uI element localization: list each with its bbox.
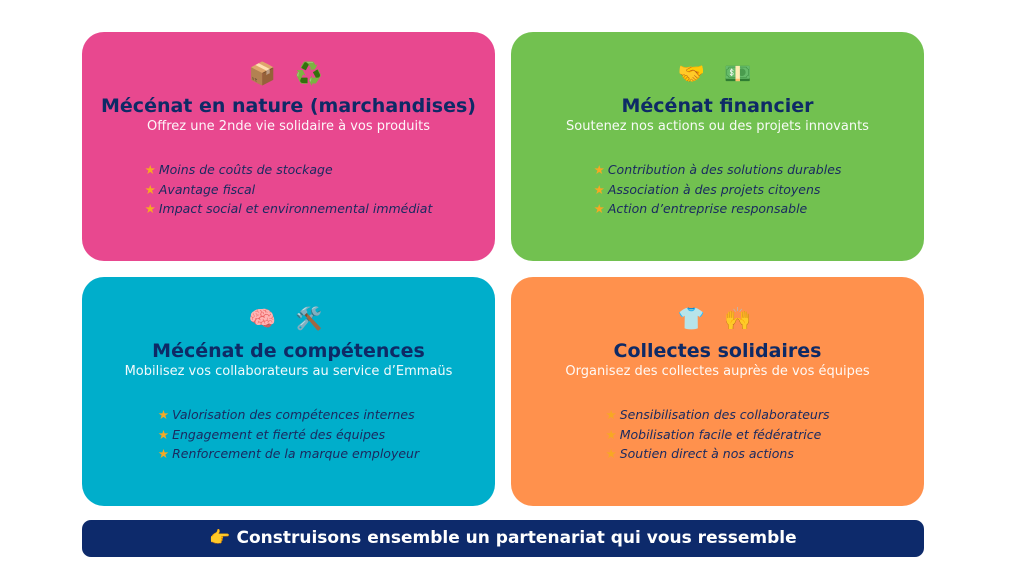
benefit-item: ★ Sensibilisation des collaborateurs: [606, 405, 830, 425]
pointing-hand-icon: 👉: [209, 528, 231, 548]
benefit-item: ★ Renforcement de la marque employeur: [158, 444, 419, 464]
card-emoji-icons: 👕 🙌: [677, 307, 758, 332]
benefit-item: ★ Engagement et fierté des équipes: [158, 425, 419, 445]
benefit-text: Impact social et environnemental immédia…: [158, 201, 433, 216]
benefit-text: Valorisation des compétences internes: [172, 407, 415, 422]
benefit-item: ★ Action d’entreprise responsable: [594, 199, 842, 219]
benefit-item: ★ Contribution à des solutions durables: [594, 160, 842, 180]
benefit-item: ★ Association à des projets citoyens: [594, 180, 842, 200]
benefit-text: Moins de coûts de stockage: [158, 162, 333, 177]
benefit-list: ★ Moins de coûts de stockage ★ Avantage fis…: [145, 160, 433, 219]
benefit-text: Sensibilisation des collaborateurs: [619, 407, 830, 422]
benefit-text: Soutien direct à nos actions: [619, 446, 794, 461]
benefit-item: ★ Moins de coûts de stockage: [145, 160, 433, 180]
star-icon: ★: [144, 201, 156, 216]
benefit-text: Association à des projets citoyens: [607, 181, 821, 197]
card-title: Mécénat en nature (marchandises): [101, 95, 476, 117]
star-icon: ★: [593, 181, 605, 197]
card-emoji-icons: 📦 ♻️: [248, 62, 329, 87]
star-icon: ★: [157, 426, 170, 442]
cta-banner: 👉 Construisons ensemble un partenariat q…: [82, 520, 924, 557]
benefit-list: ★ Contribution à des solutions durables ★ A…: [594, 160, 842, 219]
card-collectes-solidaires: 👕 🙌 Collectes solidaires Organisez des c…: [511, 277, 924, 506]
benefit-text: Mobilisation facile et fédératrice: [619, 426, 822, 442]
benefit-text: Renforcement de la marque employeur: [172, 446, 420, 461]
benefit-item: ★ Soutien direct à nos actions: [606, 444, 830, 464]
star-icon: ★: [605, 407, 617, 422]
card-subtitle: Offrez une 2nde vie solidaire à vos prod…: [147, 119, 430, 134]
star-icon: ★: [157, 446, 170, 461]
benefit-item: ★ Mobilisation facile et fédératrice: [606, 425, 830, 445]
card-subtitle: Organisez des collectes auprès de vos éq…: [565, 364, 870, 379]
star-icon: ★: [593, 162, 605, 177]
card-title: Collectes solidaires: [613, 340, 822, 362]
benefit-text: Action d’entreprise responsable: [607, 201, 808, 216]
card-mecenat-nature: 📦 ♻️ Mécénat en nature (marchandises) Of…: [82, 32, 495, 261]
star-icon: ★: [144, 181, 156, 197]
star-icon: ★: [593, 201, 605, 216]
star-icon: ★: [605, 446, 617, 461]
card-mecenat-competences: 🧠 🛠️ Mécénat de compétences Mobilisez vo…: [82, 277, 495, 506]
card-subtitle: Mobilisez vos collaborateurs au service …: [124, 364, 453, 379]
benefit-item: ★ Valorisation des compétences internes: [158, 405, 419, 425]
star-icon: ★: [605, 426, 617, 442]
banner-text: Construisons ensemble un partenariat qui…: [236, 528, 797, 548]
benefit-item: ★ Impact social et environnemental immédi…: [145, 199, 433, 219]
benefit-list: ★ Valorisation des compétences internes ★ E…: [158, 405, 419, 464]
card-title: Mécénat de compétences: [152, 340, 425, 362]
benefit-text: Engagement et fierté des équipes: [172, 426, 386, 442]
card-title: Mécénat financier: [621, 95, 814, 117]
benefit-text: Avantage fiscal: [158, 181, 256, 197]
card-emoji-icons: 🤝 💵: [677, 62, 758, 87]
card-emoji-icons: 🧠 🛠️: [248, 307, 329, 332]
star-icon: ★: [157, 407, 170, 422]
benefit-item: ★ Avantage fiscal: [145, 180, 433, 200]
benefit-list: ★ Sensibilisation des collaborateurs ★ Mobi…: [606, 405, 830, 464]
card-mecenat-financier: 🤝 💵 Mécénat financier Soutenez nos actio…: [511, 32, 924, 261]
card-subtitle: Soutenez nos actions ou des projets inno…: [566, 119, 869, 134]
benefit-text: Contribution à des solutions durables: [607, 162, 842, 177]
star-icon: ★: [144, 162, 156, 177]
